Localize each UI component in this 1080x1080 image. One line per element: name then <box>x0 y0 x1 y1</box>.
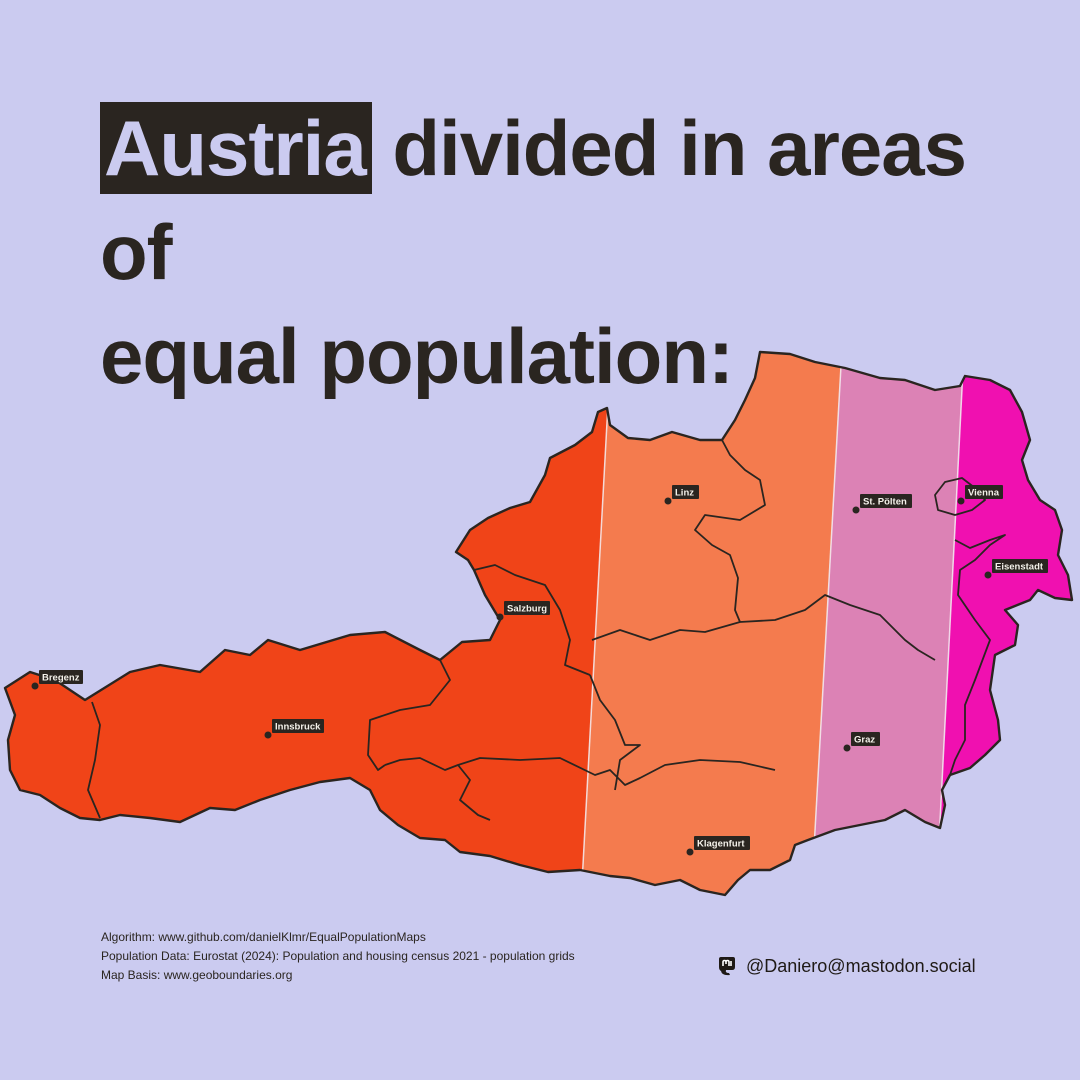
city-marker-innsbruck: Innsbruck <box>264 719 324 739</box>
upper-austria-styria-border <box>591 594 936 661</box>
city-marker-linz: Linz <box>664 485 699 505</box>
city-label-eisenstadt: Eisenstadt <box>995 562 1044 573</box>
city-marker-bregenz: Bregenz <box>31 670 83 690</box>
credits: Algorithm: www.github.com/danielKlmr/Equ… <box>101 928 575 985</box>
city-label-klagenfurt: Klagenfurt <box>697 839 745 850</box>
lower-austria-burgenland-border <box>944 534 1006 791</box>
page-title: Austria divided in areas of equal popula… <box>100 96 1020 408</box>
vienna-border <box>934 477 986 516</box>
city-marker-eisenstadt: Eisenstadt <box>984 559 1048 579</box>
austria-map: Bregenz Innsbruck Salzburg Linz <box>3 350 1074 897</box>
city-label-linz: Linz <box>675 488 694 499</box>
city-marker-graz: Graz <box>843 732 880 752</box>
city-label-innsbruck: Innsbruck <box>275 722 321 733</box>
zone-2-area <box>580 352 843 895</box>
credit-algorithm: Algorithm: www.github.com/danielKlmr/Equ… <box>101 930 426 944</box>
city-marker-vienna: Vienna <box>957 485 1003 505</box>
city-label-bregenz: Bregenz <box>42 673 80 684</box>
zone-dividers <box>579 352 966 895</box>
city-markers: Bregenz Innsbruck Salzburg Linz <box>31 485 1048 856</box>
title-highlight: Austria <box>100 102 372 194</box>
city-marker-st-polten: St. Pölten <box>852 494 912 514</box>
author-handle: @Daniero@mastodon.social <box>746 955 976 976</box>
tyrol-salzburg-border <box>367 659 451 771</box>
title-line2: equal population: <box>100 312 734 400</box>
city-marker-klagenfurt: Klagenfurt <box>686 836 750 856</box>
city-label-graz: Graz <box>854 735 875 746</box>
vorarlberg-tyrol-border <box>87 701 101 819</box>
upper-lower-austria-border <box>694 439 766 623</box>
state-borders <box>87 439 1006 821</box>
salzburg-upper-austria-border <box>473 564 591 676</box>
city-label-st-polten: St. Pölten <box>863 497 907 508</box>
zone-1-area <box>5 352 612 895</box>
title-line1-rest: divided in areas of <box>100 104 967 296</box>
salzburg-styria-border <box>589 674 641 791</box>
author-credit: @Daniero@mastodon.social <box>716 955 976 977</box>
city-label-vienna: Vienna <box>968 488 1000 499</box>
city-marker-salzburg: Salzburg <box>496 601 550 621</box>
zone-3-area <box>810 352 965 895</box>
credit-map-basis: Map Basis: www.geoboundaries.org <box>101 968 293 982</box>
mastodon-icon <box>719 957 735 976</box>
credit-population-data: Population Data: Eurostat (2024): Popula… <box>101 949 575 963</box>
city-label-salzburg: Salzburg <box>507 604 547 615</box>
